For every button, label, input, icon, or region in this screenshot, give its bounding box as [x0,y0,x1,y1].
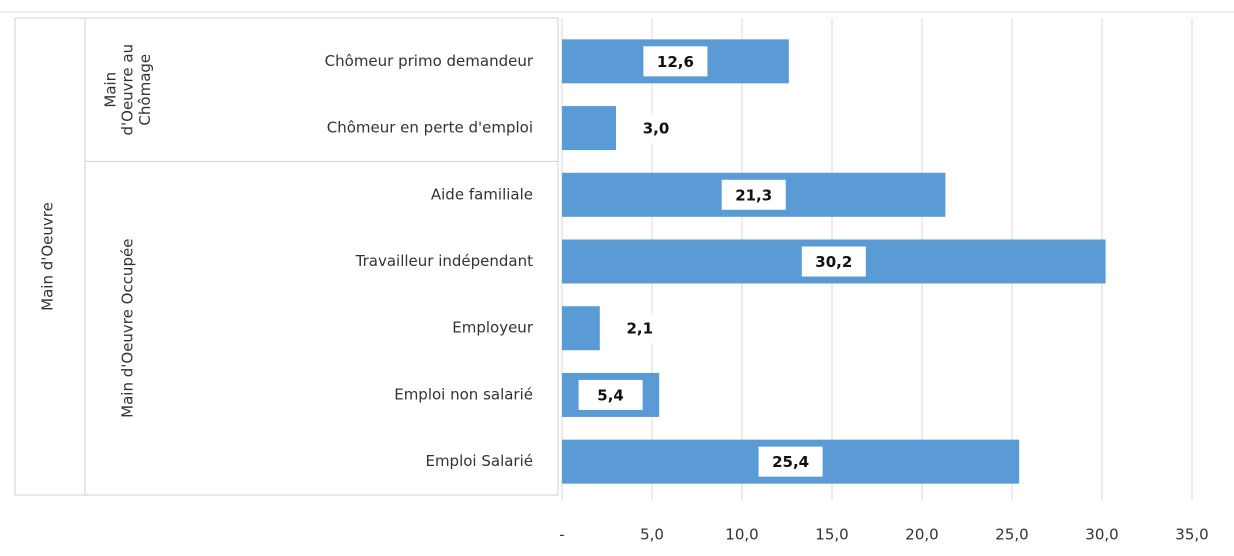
x-tick-label: 5,0 [640,526,664,544]
value-label: 5,4 [597,386,624,404]
y-tick-label: Employeur [452,319,534,337]
x-tick-label: 10,0 [725,526,758,544]
x-tick-label: - [559,526,564,544]
bar [562,306,600,351]
value-label-box [643,46,708,77]
x-tick-label: 35,0 [1175,526,1208,544]
value-label: 21,3 [735,186,772,204]
value-label-box [758,446,823,477]
value-label: 3,0 [643,120,670,138]
value-label-box [607,313,672,344]
x-tick-label: 25,0 [995,526,1028,544]
y-tick-label: Emploi Salarié [425,452,533,470]
bar [562,106,616,151]
y-tick-label: Chômeur en perte d'emploi [327,119,533,137]
value-label: 25,4 [772,453,809,471]
x-tick-label: 30,0 [1085,526,1118,544]
group-label: Maind'Oeuvre auChômage [101,44,154,136]
group-label: Main d'Oeuvre Occupée [118,239,136,418]
y-tick-label: Chômeur primo demandeur [325,52,534,70]
value-label: 30,2 [815,253,852,271]
category-frame [14,17,559,496]
value-label-box [721,179,786,210]
value-label: 2,1 [627,320,654,338]
outer-group-label: Main d'Oeuvre [39,202,57,311]
x-tick-label: 20,0 [905,526,938,544]
y-tick-label: Aide familiale [431,185,533,203]
y-tick-label: Emploi non salarié [394,385,533,403]
value-label-box [578,379,643,410]
value-label: 12,6 [657,53,694,71]
x-tick-label: 15,0 [815,526,848,544]
y-tick-label: Travailleur indépendant [355,252,533,270]
value-label-box [801,246,866,277]
value-label-box [624,113,688,144]
